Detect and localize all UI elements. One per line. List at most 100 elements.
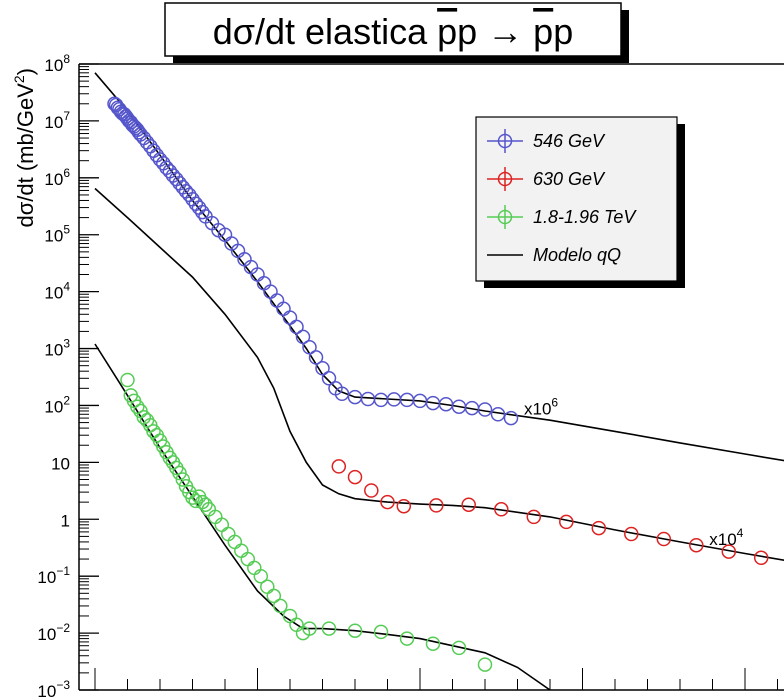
series-546-gev <box>107 96 519 426</box>
model-curve-3 <box>94 343 551 690</box>
legend-item: 546 GeV <box>487 129 606 153</box>
chart-title: dσ/dt elastica pp → pp <box>213 11 573 52</box>
data-point <box>315 361 330 376</box>
data-point <box>429 498 444 513</box>
data-point <box>276 301 291 317</box>
data-point <box>396 498 412 514</box>
data-point <box>399 631 415 646</box>
data-point <box>195 204 210 220</box>
data-point <box>185 490 200 505</box>
legend-item: 630 GeV <box>487 167 606 191</box>
data-point <box>302 621 317 636</box>
data-point <box>162 450 178 466</box>
y-tick-label: 10−2 <box>37 621 70 644</box>
data-point <box>263 284 278 299</box>
y-axis-ticks <box>79 63 99 691</box>
legend-label: 1.8-1.96 TeV <box>533 207 637 227</box>
legend-item: Modelo qQ <box>487 245 621 265</box>
data-point <box>331 459 347 474</box>
scale-annotation: x106 <box>524 395 558 418</box>
data-point <box>347 623 363 638</box>
legend-marker <box>497 133 513 149</box>
y-tick-label: 1 <box>61 511 70 530</box>
data-point <box>321 621 337 636</box>
data-point <box>302 340 317 355</box>
model-curves <box>94 72 784 690</box>
data-point <box>130 399 145 414</box>
y-tick-label: 10 <box>51 454 70 473</box>
data-point <box>494 502 509 517</box>
data-point <box>247 560 262 576</box>
data-point <box>477 657 493 672</box>
data-point <box>221 526 236 542</box>
data-point <box>295 329 311 345</box>
data-point <box>689 537 704 553</box>
y-tick-label: 102 <box>44 393 70 416</box>
data-point <box>175 472 191 487</box>
data-point <box>591 520 607 536</box>
legend-label: 546 GeV <box>533 131 606 151</box>
title-pbar-1: p <box>437 11 457 52</box>
legend-label: 630 GeV <box>533 169 606 189</box>
y-tick-label: 104 <box>44 280 70 303</box>
data-point <box>624 526 639 542</box>
y-tick-label: 106 <box>44 166 70 189</box>
data-point <box>364 483 379 498</box>
series-630-gev <box>331 459 769 566</box>
legend-marker <box>497 209 513 225</box>
data-point <box>753 550 769 566</box>
data-point <box>334 386 350 402</box>
data-point <box>120 372 135 388</box>
data-point <box>656 531 672 547</box>
data-point <box>260 579 275 595</box>
data-point <box>214 517 230 533</box>
legend-marker <box>497 171 513 187</box>
data-point <box>347 469 363 485</box>
scale-annotation: x104 <box>709 526 743 549</box>
data-point <box>308 350 324 365</box>
data-point <box>289 319 304 335</box>
data-point <box>273 598 288 614</box>
title-pbar-2: p <box>533 11 553 52</box>
data-point <box>503 410 519 426</box>
data-point <box>451 640 467 656</box>
legend-label: Modelo qQ <box>533 245 621 265</box>
x-axis-ticks <box>94 668 778 690</box>
y-tick-label: 103 <box>44 337 70 360</box>
data-point <box>227 534 243 550</box>
series-1800-1960-tev <box>120 372 493 672</box>
data-point <box>477 402 493 417</box>
data-point <box>269 293 285 308</box>
title-box: dσ/dt elastica pp → pp <box>164 2 629 63</box>
data-point <box>380 494 395 510</box>
data-point <box>461 497 476 512</box>
scale-annotations: x106 x104 <box>524 395 744 549</box>
y-tick-label: 10−1 <box>37 564 70 587</box>
y-tick-label: 107 <box>44 109 70 132</box>
data-point <box>253 568 269 584</box>
data-point <box>188 493 204 509</box>
data-point <box>373 392 389 408</box>
y-axis-label: dσ/dt (mb/GeV2) <box>11 68 38 228</box>
data-point <box>490 407 506 422</box>
data-point <box>266 588 282 604</box>
model-curve-2 <box>94 187 784 561</box>
data-point <box>198 497 213 512</box>
data-point <box>526 509 542 525</box>
data-point <box>425 636 441 651</box>
data-point <box>162 164 178 179</box>
data-point <box>321 371 337 386</box>
y-tick-label: 108 <box>44 52 70 75</box>
data-point <box>559 514 574 530</box>
data-point <box>373 624 389 640</box>
data-point <box>721 544 737 559</box>
data-point <box>282 310 298 325</box>
model-curve-1 <box>94 72 784 462</box>
data-point <box>234 543 249 558</box>
y-tick-label: 10−3 <box>37 678 70 700</box>
data-point <box>240 551 256 567</box>
data-point <box>360 391 376 407</box>
legend-item: 1.8-1.96 TeV <box>487 205 637 229</box>
